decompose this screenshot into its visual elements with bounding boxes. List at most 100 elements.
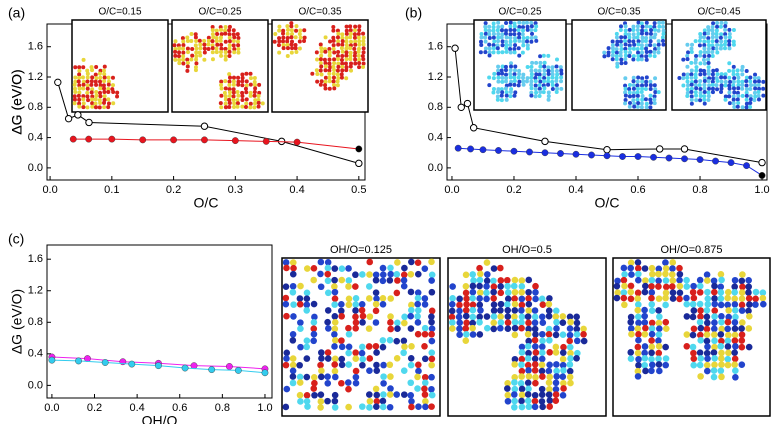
data-point [619, 153, 626, 160]
data-point [495, 147, 502, 154]
atom [620, 289, 628, 296]
atom [361, 50, 366, 55]
atom [573, 313, 580, 321]
atom [491, 35, 496, 40]
atom [352, 301, 360, 308]
atom [640, 86, 645, 91]
atom [414, 307, 422, 314]
atom [296, 361, 303, 369]
atom [194, 61, 199, 66]
atom [618, 24, 623, 29]
atom [414, 259, 422, 266]
atom [317, 283, 325, 291]
atom [85, 105, 90, 110]
atom [511, 276, 519, 284]
y-tick-label: 0.4 [28, 348, 43, 360]
atom [740, 105, 745, 110]
atom [327, 47, 332, 52]
data-point [75, 357, 82, 365]
atom [495, 97, 500, 102]
atom [693, 90, 698, 95]
atom [504, 306, 512, 314]
atom [508, 39, 513, 44]
atom [618, 28, 623, 33]
atom [219, 32, 224, 37]
atom [310, 330, 318, 338]
atom [703, 361, 711, 369]
atom [282, 300, 290, 308]
atom [499, 68, 504, 73]
atom [414, 300, 421, 308]
atom [648, 93, 653, 98]
atom [352, 319, 360, 326]
atom [289, 31, 294, 36]
atom [710, 373, 718, 381]
atom [177, 46, 182, 51]
atom [340, 49, 345, 54]
atom [496, 79, 501, 84]
atom [508, 82, 513, 87]
atom [524, 79, 529, 84]
atom [697, 324, 705, 332]
atom [500, 24, 505, 29]
atom [702, 31, 707, 36]
atom [704, 355, 711, 362]
atom [331, 71, 336, 76]
atom [744, 83, 749, 88]
atom [525, 300, 533, 308]
atom [648, 79, 653, 84]
atom [559, 319, 567, 326]
atom [559, 349, 567, 356]
atom [627, 295, 635, 303]
atom [610, 39, 615, 44]
atom [719, 86, 724, 91]
atom [379, 343, 387, 351]
atom [711, 282, 718, 290]
atom [627, 100, 632, 105]
atom [518, 313, 526, 321]
atom [408, 306, 415, 314]
atom [492, 71, 497, 76]
atom [243, 104, 248, 109]
atom [636, 42, 641, 47]
atom [760, 300, 767, 308]
atom [689, 97, 694, 102]
atom [553, 361, 560, 368]
atom [277, 39, 282, 44]
data-point [293, 138, 301, 146]
atom [339, 46, 344, 51]
atom [632, 35, 637, 40]
atom [102, 105, 107, 110]
atom [231, 28, 236, 33]
atom [331, 28, 336, 33]
atom [573, 331, 581, 338]
atom [508, 28, 513, 33]
atom [102, 100, 107, 105]
atom [504, 90, 509, 95]
atom [641, 330, 649, 338]
panel: (b)0.0 0.2 0.4 0.6 0.8 1.00.00.40.81.21.6O/CΔ… [9, 5, 770, 211]
atom [98, 101, 103, 106]
x-tick-label: 0.4 [568, 184, 583, 196]
atom [639, 101, 644, 106]
atom [236, 46, 241, 51]
atom [500, 32, 505, 37]
atom [740, 82, 745, 87]
atom [648, 289, 656, 296]
atom [283, 264, 290, 272]
y-tick-label: 0.0 [428, 162, 443, 174]
atom [499, 35, 504, 40]
atom [631, 94, 636, 99]
atom [476, 295, 483, 302]
data-point [84, 355, 91, 362]
atom [655, 331, 663, 338]
atom [483, 277, 491, 285]
atom [631, 24, 636, 29]
atom [328, 39, 333, 44]
atom [400, 277, 408, 284]
atom [693, 60, 698, 65]
data-point [526, 148, 533, 156]
atom [318, 42, 323, 47]
atom [81, 105, 86, 110]
atom [635, 83, 640, 88]
